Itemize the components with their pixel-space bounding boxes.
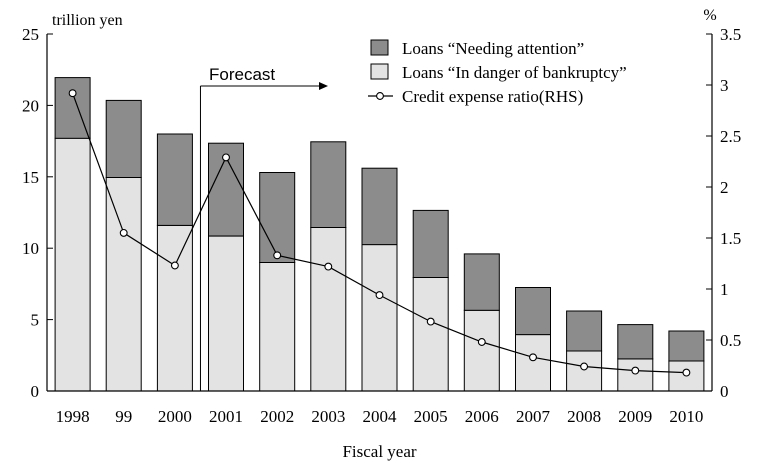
x-tick-label: 2005 — [414, 407, 448, 426]
bar-attention-2005 — [412, 209, 449, 278]
right-axis-unit: % — [703, 7, 716, 24]
x-tick-label: 2003 — [311, 407, 345, 426]
bar-bankruptcy-2008 — [566, 350, 603, 392]
x-tick-label: 2008 — [567, 407, 601, 426]
bar-attention-2004 — [361, 167, 398, 246]
x-tick-label: 2009 — [618, 407, 652, 426]
left-tick-label: 25 — [22, 25, 39, 44]
x-tick-label: 2001 — [209, 407, 243, 426]
credit-ratio-point-99 — [119, 228, 128, 237]
x-axis-label: Fiscal year — [342, 442, 416, 461]
bar-bankruptcy-2003 — [310, 227, 347, 392]
x-tick-label: 2006 — [465, 407, 499, 426]
bar-bankruptcy-2004 — [361, 244, 398, 392]
bar-attention-99 — [105, 99, 142, 178]
line-layer — [68, 89, 691, 377]
x-tick-label: 2002 — [260, 407, 294, 426]
annotation-layer: Forecast — [199, 65, 328, 391]
bar-bankruptcy-1998 — [54, 137, 91, 392]
bar-bankruptcy-2000 — [156, 224, 193, 392]
legend-swatch — [370, 63, 389, 80]
left-axis-unit: trillion yen — [52, 12, 123, 29]
credit-ratio-point-2004 — [375, 291, 384, 300]
credit-ratio-point-2000 — [170, 261, 179, 270]
credit-ratio-point-2003 — [324, 262, 333, 271]
credit-ratio-point-1998 — [68, 89, 77, 98]
bar-attention-1998 — [54, 77, 91, 139]
bar-attention-2009 — [617, 324, 654, 360]
credit-ratio-point-2007 — [529, 353, 537, 362]
credit-ratio-point-2009 — [631, 366, 640, 375]
x-tick-label: 2000 — [158, 407, 192, 426]
forecast-arrow-head — [319, 82, 328, 90]
bars-layer — [54, 77, 705, 392]
left-tick-label: 20 — [22, 96, 39, 115]
legend-layer: Loans “Needing attention” Loans “In dange… — [368, 39, 627, 106]
credit-ratio-point-2008 — [580, 362, 589, 371]
credit-ratio-point-2002 — [273, 251, 282, 260]
right-tick-label: 1.5 — [720, 229, 741, 248]
left-tick-label: 15 — [22, 168, 39, 187]
left-tick-label: 5 — [31, 311, 40, 330]
bar-bankruptcy-2009 — [617, 358, 654, 392]
right-tick-label: 3.5 — [720, 25, 741, 44]
bar-bankruptcy-2001 — [208, 235, 244, 392]
x-tick-label: 2004 — [363, 407, 398, 426]
right-tick-label: 0 — [720, 382, 729, 401]
bar-bankruptcy-2006 — [463, 309, 500, 392]
credit-ratio-point-2006 — [477, 338, 486, 346]
x-tick-label: 99 — [115, 407, 132, 426]
credit-ratio-point-2001 — [222, 153, 230, 162]
bar-bankruptcy-99 — [105, 177, 142, 392]
legend-label: Loans “In danger of bankruptcy” — [402, 63, 627, 82]
credit-ratio-point-2005 — [426, 317, 435, 326]
bar-attention-2006 — [463, 253, 500, 311]
legend-marker-swatch — [376, 92, 384, 100]
right-tick-label: 0.5 — [720, 331, 741, 350]
legend-label: Loans “Needing attention” — [402, 39, 584, 58]
right-tick-label: 2 — [720, 178, 729, 197]
bar-attention-2007 — [515, 287, 551, 336]
right-tick-label: 1 — [720, 280, 729, 299]
left-tick-label: 0 — [31, 382, 40, 401]
x-tick-label: 2010 — [669, 407, 703, 426]
axes-layer: 0 5 10 15 20 25 0 0.5 1 1.5 2 2.5 3 3.5 1998 99 2000 2001… — [22, 7, 741, 461]
legend-swatch — [370, 39, 389, 56]
right-tick-label: 2.5 — [720, 127, 741, 146]
left-tick-label: 10 — [22, 239, 39, 258]
bar-attention-2000 — [156, 133, 193, 226]
x-tick-label: 2007 — [516, 407, 551, 426]
forecast-label: Forecast — [209, 65, 275, 84]
bar-attention-2003 — [310, 141, 347, 228]
x-tick-label: 1998 — [56, 407, 90, 426]
legend-label: Credit expense ratio(RHS) — [402, 87, 583, 106]
bar-bankruptcy-2005 — [412, 277, 449, 392]
bar-attention-2002 — [259, 172, 296, 263]
bar-attention-2010 — [668, 330, 705, 362]
bar-bankruptcy-2007 — [515, 334, 551, 392]
bar-attention-2008 — [566, 310, 603, 352]
right-tick-label: 3 — [720, 76, 729, 95]
credit-ratio-point-2010 — [682, 368, 691, 377]
bar-bankruptcy-2002 — [259, 262, 296, 392]
